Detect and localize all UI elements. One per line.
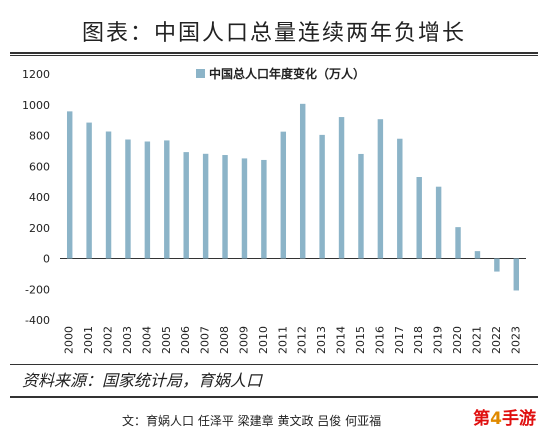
author-credit: 文：育娲人口 任泽平 梁建章 黄文政 吕俊 何亚福 [122,414,382,428]
x-tick-label: 2011 [276,326,289,354]
bar-2005 [164,140,170,259]
source-rule-thick [10,396,538,398]
source-rule [10,364,538,365]
title-rule-thin [10,55,538,56]
legend: 中国总人口年度变化（万人） [196,66,365,81]
y-axis: -400 -200 0 200 400 600 800 1000 1200 [22,68,526,327]
x-tick-label: 2020 [451,326,464,354]
legend-label: 中国总人口年度变化（万人） [209,66,365,81]
x-tick-label: 2021 [470,326,483,354]
x-tick-label: 2008 [218,326,231,354]
y-tick-label: 800 [29,130,50,143]
x-tick-label: 2013 [315,326,328,354]
x-tick-label: 2015 [354,326,367,354]
x-tick-label: 2023 [509,326,522,354]
x-tick-label: 2019 [432,326,445,354]
y-tick-label: 400 [29,191,50,204]
bar-2000 [66,111,73,259]
badge-prefix: 第 [473,409,491,429]
bar-2013 [319,134,325,259]
bar-2020 [455,227,461,259]
bar-2019 [435,186,442,259]
x-tick-label: 2001 [82,326,95,354]
y-tick-label: -200 [25,283,50,296]
y-tick-label: 0 [43,253,50,266]
bar-2001 [86,122,92,259]
x-tick-label: 2003 [121,326,134,354]
bar-2009 [241,158,248,259]
bar-2015 [358,153,364,259]
bar-2022 [494,258,500,272]
y-tick-label: 1200 [22,68,50,81]
bar-2016 [377,119,384,259]
bar-2006 [183,152,189,259]
y-tick-label: 1000 [22,99,50,112]
x-tick-label: 2004 [140,326,153,354]
bar-2011 [280,131,287,259]
y-tick-label: 600 [29,160,50,173]
bar-2014 [338,117,345,259]
x-tick-label: 2016 [373,326,386,354]
bar-2008 [222,155,228,259]
x-tick-label: 2007 [199,326,212,354]
bar-2004 [144,141,151,259]
x-tick-label: 2018 [412,326,425,354]
bars [66,103,520,291]
x-tick-label: 2006 [179,326,192,354]
x-tick-label: 2002 [102,326,115,354]
bar-2010 [261,159,267,259]
x-tick-label: 2017 [393,326,406,354]
bar-2017 [397,138,403,259]
x-tick-label: 2012 [296,326,309,354]
x-axis: 2000 2001 2002 2003 2004 2005 2006 2007 2008 2009… [63,326,523,354]
x-tick-label: 2022 [490,326,503,354]
bar-2002 [105,131,112,259]
chart-title: 图表：中国人口总量连续两年负增长 [81,21,466,46]
watermark-badge: 第4手游 [467,404,542,434]
bar-2007 [202,153,209,259]
bar-2003 [125,139,131,259]
badge-number: 4 [490,409,502,429]
x-tick-label: 2010 [257,326,270,354]
badge-suffix: 手游 [502,409,536,429]
bar-2012 [299,103,306,259]
source-note: 资料来源：国家统计局，育娲人口 [22,371,263,390]
x-tick-label: 2014 [335,326,348,354]
legend-swatch [196,69,205,78]
bar-2023 [513,258,520,291]
title-rule [10,52,538,54]
y-tick-label: -400 [25,314,50,327]
x-tick-label: 2005 [160,326,173,354]
x-tick-label: 2000 [63,326,76,354]
x-tick-label: 2009 [237,326,250,354]
bar-2018 [416,177,422,259]
bar-2021 [474,251,481,259]
y-tick-label: 200 [29,222,50,235]
